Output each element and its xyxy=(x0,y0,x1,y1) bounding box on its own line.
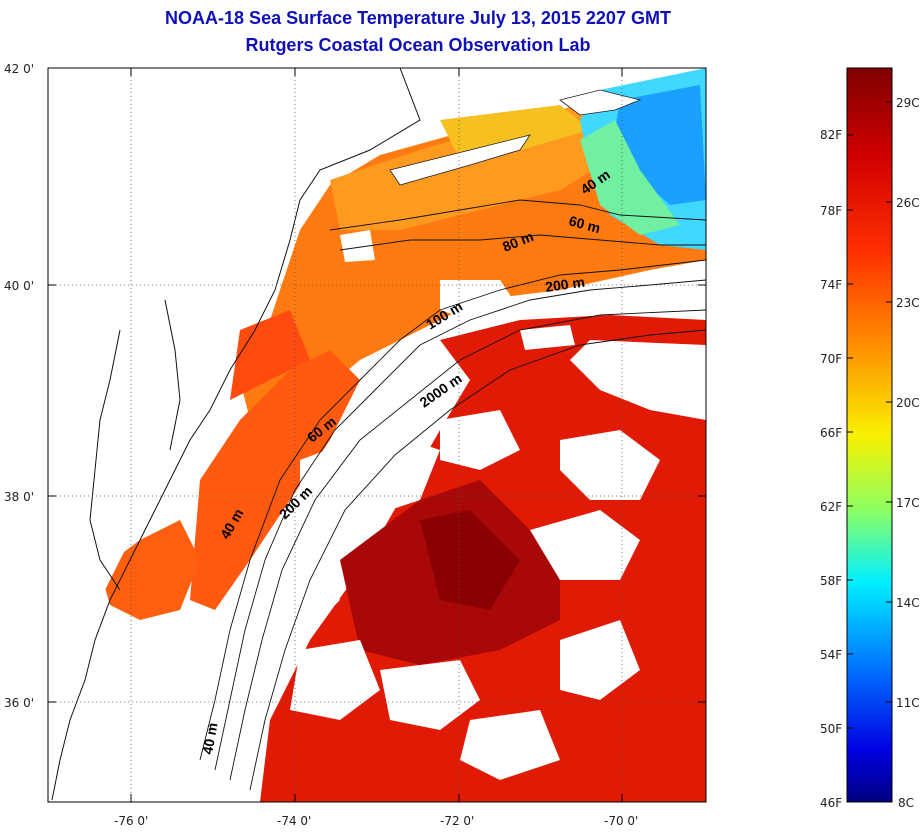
lat-label: 42 0' xyxy=(4,62,35,76)
colorbar-c-label: 23C xyxy=(896,296,920,310)
lat-label: 40 0' xyxy=(4,279,35,293)
colorbar-c-label: 29C xyxy=(896,96,920,110)
lon-label: -76 0' xyxy=(114,814,149,828)
colorbar-f-label: 78F xyxy=(820,204,843,218)
plot-frame xyxy=(47,67,707,803)
axis-ticks xyxy=(48,67,706,802)
colorbar-f-label: 54F xyxy=(820,648,843,662)
colorbar-c-label: 8C xyxy=(898,796,915,810)
contour-label: 60 m xyxy=(567,212,602,236)
graticule xyxy=(48,68,706,802)
map-title: NOAA-18 Sea Surface Temperature July 13,… xyxy=(165,8,671,28)
map-subtitle: Rutgers Coastal Ocean Observation Lab xyxy=(245,35,591,55)
contour-label: 40 m xyxy=(199,721,220,755)
lat-label: 38 0' xyxy=(4,490,35,504)
colorbar-f-label: 46F xyxy=(820,796,843,810)
colorbar-f-label: 74F xyxy=(820,278,843,292)
colorbar-f-label: 62F xyxy=(820,500,843,514)
colorbar-c-label: 11C xyxy=(896,696,920,710)
colorbar-f-label: 50F xyxy=(820,722,843,736)
colorbar-c-label: 20C xyxy=(896,396,920,410)
colorbar-c-label: 17C xyxy=(896,496,920,510)
lon-label: -70 0' xyxy=(604,814,639,828)
colorbar-f-label: 66F xyxy=(820,426,843,440)
contour-label: 200 m xyxy=(544,274,586,295)
coastline xyxy=(51,68,421,801)
colorbar-f-label: 82F xyxy=(820,128,843,142)
lon-label: -74 0' xyxy=(277,814,312,828)
bathymetry-contours xyxy=(199,199,706,791)
sst-data-layer xyxy=(48,68,706,802)
colorbar-c-label: 14C xyxy=(896,596,920,610)
lon-label: -72 0' xyxy=(440,814,475,828)
lat-label: 36 0' xyxy=(4,696,35,710)
colorbar-f-label: 58F xyxy=(820,574,843,588)
colorbar-c-label: 26C xyxy=(896,196,920,210)
colorbar xyxy=(846,67,893,803)
colorbar-f-label: 70F xyxy=(820,352,843,366)
colorbar-ticks xyxy=(847,101,892,803)
